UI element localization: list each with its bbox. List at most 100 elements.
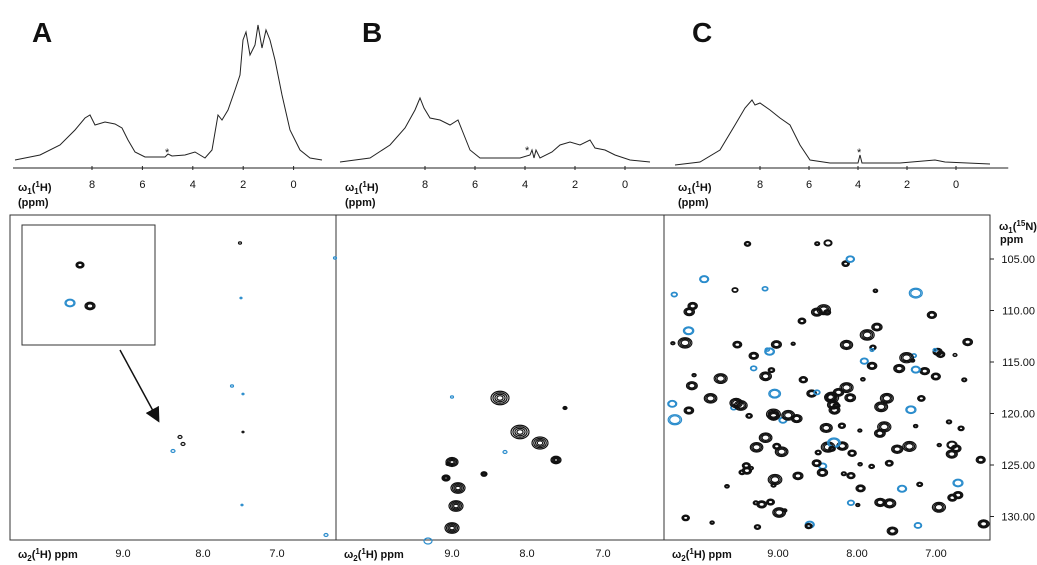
contour — [856, 485, 865, 492]
contour — [823, 239, 833, 247]
contour — [841, 340, 852, 350]
contour — [799, 376, 808, 383]
contour — [755, 525, 760, 529]
contour — [450, 482, 466, 494]
contour — [752, 444, 761, 451]
contour — [761, 373, 770, 380]
contour — [882, 394, 892, 402]
contour — [867, 362, 877, 370]
contour — [861, 377, 865, 381]
contour — [846, 471, 856, 480]
tick-label: 6 — [472, 179, 478, 191]
contour — [516, 429, 524, 435]
label-part: H) ppm — [694, 549, 732, 561]
label-part: ω — [999, 221, 1008, 233]
contour — [842, 261, 849, 266]
contour — [512, 426, 528, 438]
contour — [859, 329, 875, 341]
contour — [813, 460, 820, 466]
contour — [856, 503, 860, 507]
tick-label: 4 — [190, 179, 196, 191]
contour — [553, 458, 559, 462]
label-part: ω — [678, 182, 687, 194]
label-part: 1 — [687, 187, 692, 196]
spectrum-axis-unit: (ppm) — [345, 197, 376, 209]
contour — [815, 242, 820, 246]
contour — [687, 381, 697, 390]
contour — [706, 395, 715, 402]
contour — [861, 330, 874, 340]
contour — [948, 451, 956, 457]
tick-label: 9.0 — [115, 548, 130, 560]
contour — [77, 262, 83, 268]
contour — [688, 382, 696, 389]
contour — [875, 498, 886, 507]
contour — [494, 393, 506, 403]
label-part: ω — [18, 549, 27, 561]
contour — [241, 430, 245, 434]
contour — [776, 447, 788, 457]
contour — [849, 450, 856, 456]
contour — [884, 459, 894, 467]
contour — [910, 365, 921, 374]
contour — [784, 412, 793, 419]
contour — [770, 340, 782, 349]
contour — [180, 441, 186, 447]
label-part: 1 — [361, 547, 366, 556]
contour — [871, 322, 883, 332]
contour — [813, 389, 820, 395]
contour — [845, 393, 855, 402]
contour — [671, 341, 675, 345]
contour — [765, 348, 774, 356]
contour — [874, 497, 887, 508]
contour — [170, 448, 176, 454]
contour — [177, 434, 183, 440]
contour — [902, 354, 911, 362]
contour — [908, 287, 923, 299]
contour — [687, 301, 698, 311]
contour — [699, 275, 710, 284]
contours — [64, 239, 990, 545]
contour — [563, 406, 567, 410]
contour — [713, 373, 728, 385]
tick-label: 8.0 — [195, 548, 210, 560]
contour — [905, 443, 914, 450]
arrow — [119, 349, 160, 423]
panel-label: A — [32, 17, 52, 48]
contour — [733, 341, 742, 348]
contour — [879, 423, 889, 431]
contour — [444, 476, 448, 480]
contour — [751, 443, 763, 452]
contour — [777, 448, 786, 456]
contour — [550, 455, 562, 465]
contour — [914, 522, 922, 529]
contour — [932, 348, 938, 352]
contour — [926, 310, 938, 320]
contour — [65, 299, 75, 307]
contour — [448, 500, 464, 512]
map-x-label: ω2(1H) ppm — [18, 547, 78, 563]
label-part: H) — [40, 182, 52, 194]
tick-label: 7.0 — [595, 548, 610, 560]
tick-label: 130.00 — [1001, 512, 1035, 524]
contour — [799, 318, 805, 324]
contour — [917, 395, 925, 402]
tick-label: 8 — [89, 179, 95, 191]
inset — [21, 224, 156, 346]
contour — [760, 433, 772, 442]
contour — [761, 434, 770, 441]
contour — [240, 503, 244, 507]
contour — [739, 470, 745, 475]
tick-label: 0 — [953, 179, 959, 191]
label-part: 15 — [1016, 219, 1025, 228]
contour — [700, 275, 709, 283]
panel-label: B — [362, 17, 382, 48]
contour — [913, 522, 923, 529]
contour — [769, 389, 780, 398]
contour — [552, 457, 560, 463]
tick-label: 9.00 — [767, 548, 788, 560]
contour — [962, 337, 974, 347]
contour — [947, 441, 957, 449]
contour — [899, 352, 914, 364]
tick-label: 105.00 — [1001, 254, 1035, 266]
